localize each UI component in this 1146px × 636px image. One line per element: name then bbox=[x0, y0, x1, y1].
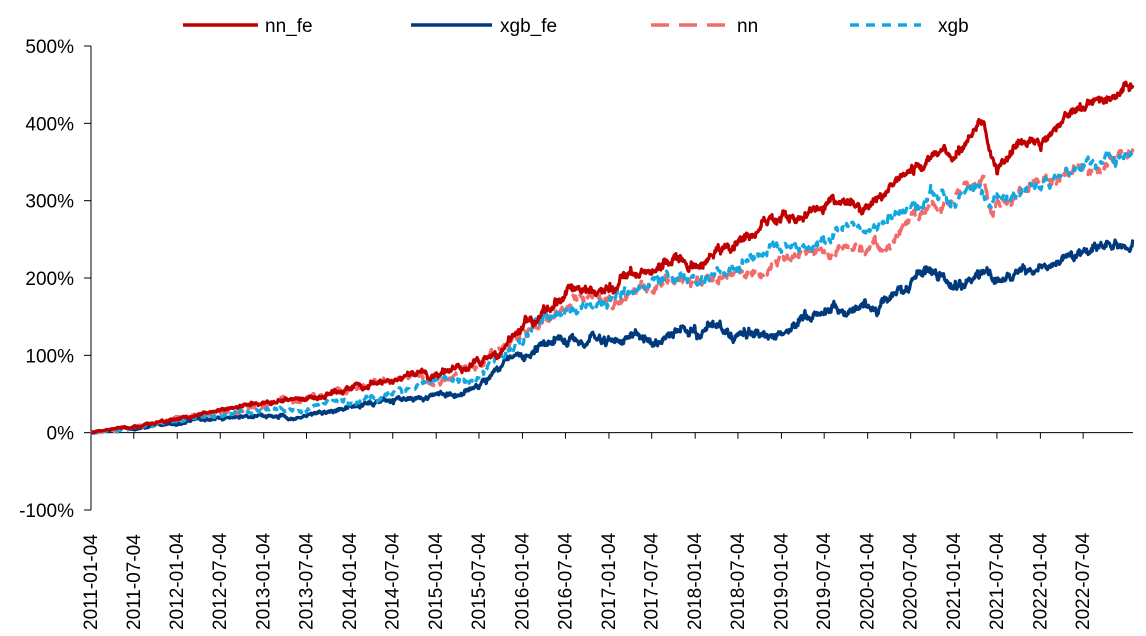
x-tick-label: 2020-07-04 bbox=[901, 532, 922, 630]
legend-label-nn: nn bbox=[737, 16, 758, 37]
x-tick-label: 2017-07-04 bbox=[642, 532, 663, 630]
x-tick-label: 2021-01-04 bbox=[944, 532, 965, 630]
x-tick-label: 2016-07-04 bbox=[555, 532, 576, 630]
y-tick-label: 500% bbox=[25, 37, 74, 58]
x-tick-label: 2018-07-04 bbox=[728, 532, 749, 630]
series-line-nn-fe bbox=[89, 80, 1135, 435]
x-tick-label: 2020-01-04 bbox=[858, 532, 879, 630]
x-tick-label: 2019-07-04 bbox=[814, 532, 835, 630]
legend: nn_fe xgb_fe nn xgb bbox=[183, 16, 969, 37]
x-tick-label: 2016-01-04 bbox=[512, 532, 533, 630]
x-tick-label: 2015-01-04 bbox=[426, 532, 447, 630]
x-tick-label: 2021-07-04 bbox=[987, 532, 1008, 630]
x-tick-label: 2015-07-04 bbox=[469, 532, 490, 630]
x-tick-label: 2018-01-04 bbox=[685, 532, 706, 630]
y-tick-label: -100% bbox=[19, 501, 74, 522]
x-tick-label: 2014-07-04 bbox=[383, 532, 404, 630]
x-tick-label: 2011-07-04 bbox=[124, 534, 145, 630]
series-layer bbox=[89, 80, 1135, 435]
x-tick-label: 2017-01-04 bbox=[599, 532, 620, 630]
y-tick-label: 200% bbox=[25, 269, 74, 290]
x-tick-label: 2012-07-04 bbox=[210, 532, 231, 630]
legend-label-xgb-fe: xgb_fe bbox=[500, 16, 557, 37]
legend-label-nn-fe: nn_fe bbox=[265, 16, 313, 37]
axes: -100% 0% 100% 200% 300% 400% 500% 2011-01-04 201… bbox=[19, 37, 1133, 630]
x-tick-label: 2013-01-04 bbox=[254, 532, 275, 630]
y-tick-label: 300% bbox=[25, 192, 74, 213]
legend-label-xgb: xgb bbox=[938, 16, 969, 37]
series-line-xgb-fe bbox=[89, 238, 1135, 435]
y-tick-label: 400% bbox=[25, 114, 74, 135]
x-tick-label: 2013-07-04 bbox=[296, 532, 317, 630]
y-tick-label: 100% bbox=[25, 346, 74, 367]
x-tick-label: 2022-01-04 bbox=[1030, 532, 1051, 630]
x-tick-label: 2022-07-04 bbox=[1073, 532, 1094, 630]
x-tick-label: 2012-01-04 bbox=[167, 532, 188, 630]
x-tick-label: 2019-01-04 bbox=[771, 532, 792, 630]
x-tick-label: 2011-01-04 bbox=[81, 534, 102, 630]
series-line-xgb bbox=[89, 151, 1135, 435]
y-tick-label: 0% bbox=[47, 424, 75, 445]
x-tick-label: 2014-01-04 bbox=[340, 532, 361, 630]
